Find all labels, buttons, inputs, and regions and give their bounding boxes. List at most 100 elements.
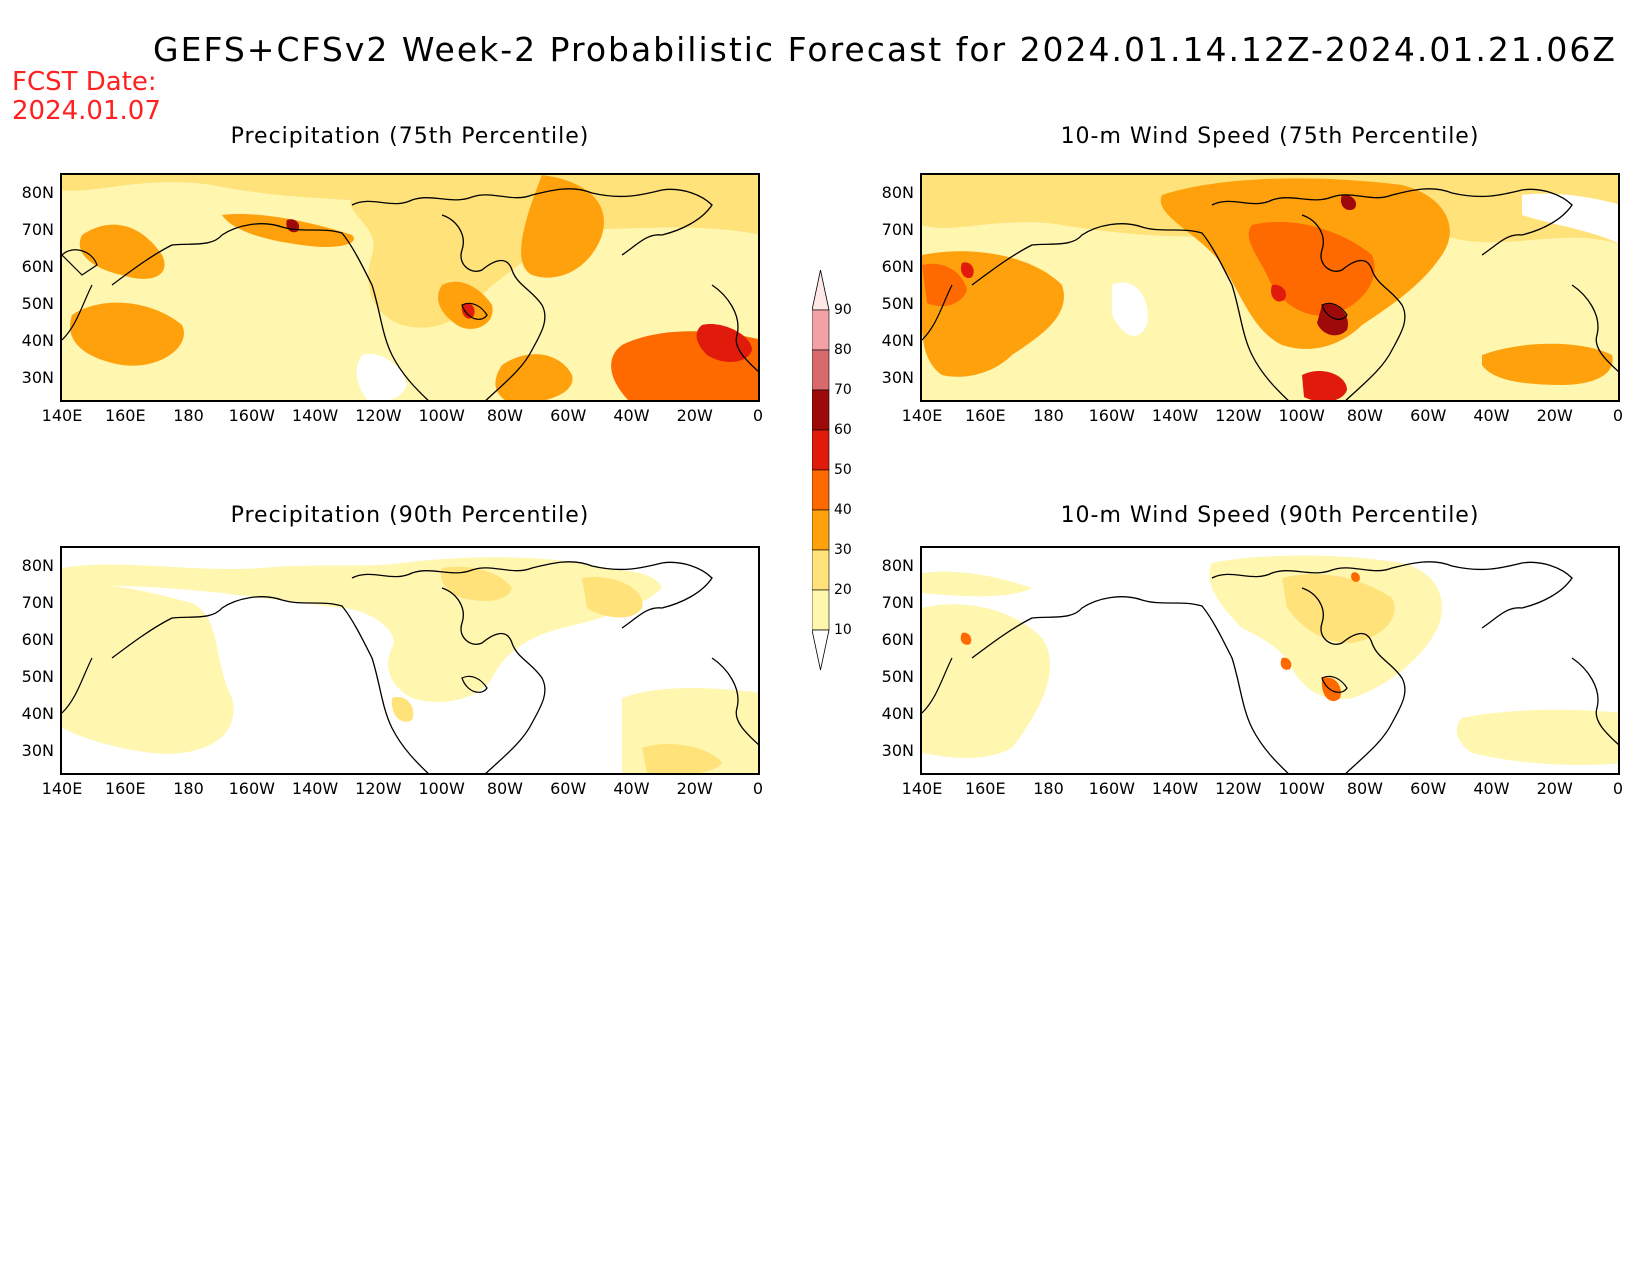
lon-label: 160E bbox=[964, 779, 1006, 798]
lat-label: 30N bbox=[881, 368, 914, 387]
colorbar-box bbox=[812, 549, 830, 591]
lat-label: 50N bbox=[21, 667, 54, 686]
forecast-date: FCST Date: 2024.01.07 bbox=[12, 68, 161, 126]
forecast-date-value: 2024.01.07 bbox=[12, 96, 161, 126]
colorbar-label: 50 bbox=[834, 462, 852, 478]
lon-label: 0 bbox=[752, 779, 764, 798]
lat-label: 60N bbox=[21, 257, 54, 276]
lon-label: 120W bbox=[1215, 406, 1262, 425]
map-precip75 bbox=[60, 173, 760, 402]
lat-label: 60N bbox=[21, 630, 54, 649]
figure-title: GEFS+CFSv2 Week-2 Probabilistic Forecast… bbox=[153, 30, 1617, 69]
lon-label: 80W bbox=[486, 406, 523, 425]
lat-label: 80N bbox=[21, 183, 54, 202]
panel-title-wind90: 10-m Wind Speed (90th Percentile) bbox=[1060, 503, 1480, 528]
lat-label: 60N bbox=[881, 630, 914, 649]
lon-label: 80W bbox=[486, 779, 523, 798]
lon-label: 100W bbox=[1278, 406, 1325, 425]
colorbar-box bbox=[812, 509, 830, 551]
lat-label: 80N bbox=[881, 556, 914, 575]
lon-label: 180 bbox=[173, 406, 204, 425]
lon-label: 60W bbox=[550, 779, 587, 798]
lon-label: 180 bbox=[1033, 406, 1064, 425]
panel-title-precip75: Precipitation (75th Percentile) bbox=[230, 124, 590, 149]
forecast-date-label: FCST Date: bbox=[12, 67, 157, 97]
lat-label: 30N bbox=[21, 368, 54, 387]
map-wind90 bbox=[920, 546, 1620, 775]
lon-label: 140W bbox=[291, 406, 339, 425]
lon-label: 120W bbox=[355, 406, 402, 425]
colorbar-label: 60 bbox=[834, 422, 852, 438]
lat-label: 50N bbox=[881, 294, 914, 313]
map-wind75 bbox=[920, 173, 1620, 402]
lon-label: 160W bbox=[228, 406, 275, 425]
lon-label: 40W bbox=[1473, 779, 1510, 798]
lon-label: 120W bbox=[355, 779, 402, 798]
lat-label: 70N bbox=[881, 220, 914, 239]
lon-label: 0 bbox=[1612, 406, 1624, 425]
lon-label: 180 bbox=[173, 779, 204, 798]
panel-title-wind75: 10-m Wind Speed (75th Percentile) bbox=[1060, 124, 1480, 149]
panel-title-precip90: Precipitation (90th Percentile) bbox=[230, 503, 590, 528]
colorbar-label: 90 bbox=[834, 302, 852, 318]
lon-label: 140E bbox=[41, 406, 83, 425]
lon-label: 160E bbox=[104, 406, 146, 425]
lon-label: 100W bbox=[1278, 779, 1325, 798]
lat-label: 40N bbox=[881, 704, 914, 723]
lon-label: 160E bbox=[964, 406, 1006, 425]
colorbar bbox=[812, 270, 830, 671]
lon-label: 80W bbox=[1346, 406, 1383, 425]
colorbar-cap-top bbox=[812, 270, 830, 311]
lon-label: 140W bbox=[1151, 779, 1199, 798]
lon-label: 160E bbox=[104, 779, 146, 798]
lat-label: 70N bbox=[881, 593, 914, 612]
lon-label: 20W bbox=[676, 779, 713, 798]
lon-label: 60W bbox=[1410, 406, 1447, 425]
lon-label: 140E bbox=[41, 779, 83, 798]
colorbar-label: 80 bbox=[834, 342, 852, 358]
lon-label: 140W bbox=[1151, 406, 1199, 425]
colorbar-label: 70 bbox=[834, 382, 852, 398]
lon-label: 140E bbox=[901, 406, 943, 425]
lon-label: 20W bbox=[676, 406, 713, 425]
colorbar-box bbox=[812, 389, 830, 431]
lon-label: 20W bbox=[1536, 406, 1573, 425]
lat-label: 50N bbox=[21, 294, 54, 313]
lon-label: 120W bbox=[1215, 779, 1262, 798]
lat-label: 60N bbox=[881, 257, 914, 276]
lon-label: 140E bbox=[901, 779, 943, 798]
lon-label: 160W bbox=[228, 779, 275, 798]
lon-label: 40W bbox=[613, 779, 650, 798]
colorbar-cap-bottom bbox=[812, 629, 830, 671]
lon-label: 60W bbox=[1410, 779, 1447, 798]
colorbar-box bbox=[812, 469, 830, 511]
lon-label: 160W bbox=[1088, 779, 1135, 798]
lon-label: 0 bbox=[752, 406, 764, 425]
lat-label: 70N bbox=[21, 593, 54, 612]
colorbar-label: 30 bbox=[834, 542, 852, 558]
lat-label: 40N bbox=[21, 331, 54, 350]
lon-label: 20W bbox=[1536, 779, 1573, 798]
lon-label: 180 bbox=[1033, 779, 1064, 798]
colorbar-label: 10 bbox=[834, 622, 852, 638]
lon-label: 40W bbox=[613, 406, 650, 425]
lon-label: 160W bbox=[1088, 406, 1135, 425]
lat-label: 40N bbox=[21, 704, 54, 723]
lat-label: 70N bbox=[21, 220, 54, 239]
lon-label: 140W bbox=[291, 779, 339, 798]
colorbar-label: 20 bbox=[834, 582, 852, 598]
colorbar-box bbox=[812, 309, 830, 351]
colorbar-box bbox=[812, 589, 830, 631]
lat-label: 80N bbox=[21, 556, 54, 575]
lat-label: 30N bbox=[881, 741, 914, 760]
lon-label: 0 bbox=[1612, 779, 1624, 798]
lon-label: 100W bbox=[418, 779, 465, 798]
lat-label: 50N bbox=[881, 667, 914, 686]
colorbar-label: 40 bbox=[834, 502, 852, 518]
lat-label: 30N bbox=[21, 741, 54, 760]
lon-label: 40W bbox=[1473, 406, 1510, 425]
colorbar-box bbox=[812, 429, 830, 471]
lon-label: 60W bbox=[550, 406, 587, 425]
lon-label: 100W bbox=[418, 406, 465, 425]
lat-label: 40N bbox=[881, 331, 914, 350]
